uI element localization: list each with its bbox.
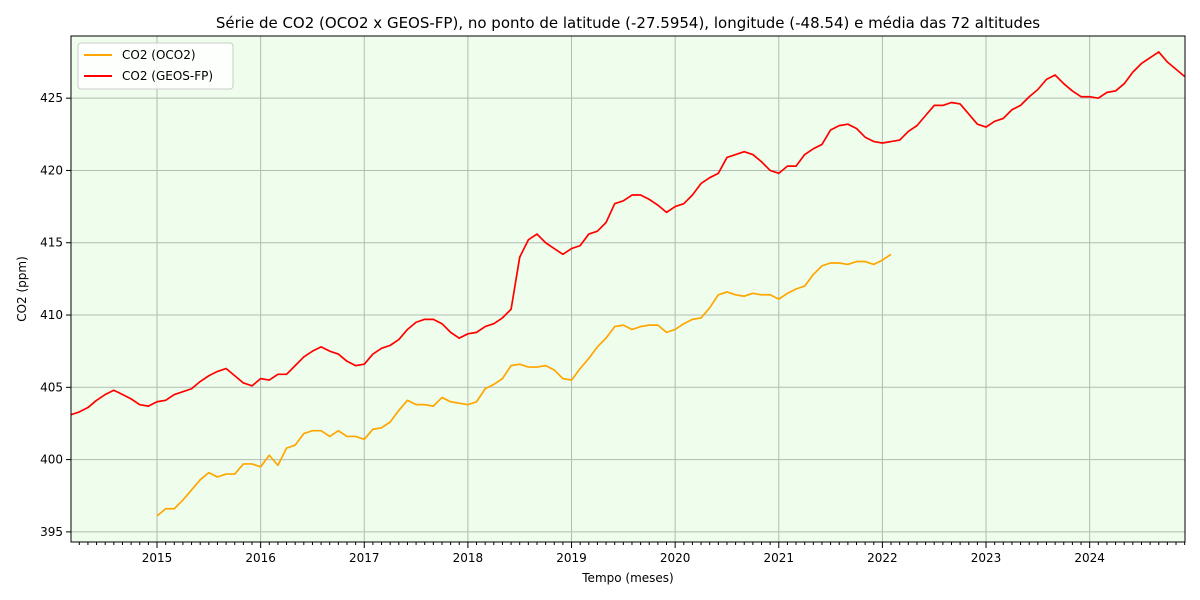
- x-tick-label: 2015: [142, 551, 173, 565]
- x-tick-label: 2020: [660, 551, 691, 565]
- y-tick-label: 415: [40, 236, 63, 250]
- y-axis-label: CO2 (ppm): [15, 256, 29, 322]
- axes: 2015 2016 2017 2018 2019 2020 2021 2022 2023 2024…: [40, 35, 1186, 565]
- x-tick-label: 2023: [971, 551, 1002, 565]
- grid-lines: [71, 36, 1185, 542]
- x-tick-label: 2022: [867, 551, 898, 565]
- x-tick-label: 2018: [453, 551, 484, 565]
- y-tick-label: 425: [40, 91, 63, 105]
- y-tick-label: 400: [40, 453, 63, 467]
- x-tick-label: 2024: [1074, 551, 1105, 565]
- plot-frame: [70, 35, 1186, 543]
- legend: CO2 (OCO2) CO2 (GEOS-FP): [77, 42, 234, 90]
- legend-box: [77, 42, 234, 90]
- x-tick-label: 2019: [556, 551, 587, 565]
- y-tick-label: 405: [40, 380, 63, 394]
- y-tick-label: 395: [40, 525, 63, 539]
- x-tick-label: 2016: [245, 551, 276, 565]
- x-axis-label: Tempo (meses): [581, 571, 673, 585]
- chart-title: Série de CO2 (OCO2 x GEOS-FP), no ponto …: [216, 14, 1040, 32]
- plot-area: [70, 35, 1186, 543]
- series-layer: [70, 51, 1186, 517]
- series-line-oco2: [156, 253, 892, 517]
- y-tick-label: 410: [40, 308, 63, 322]
- x-tick-label: 2017: [349, 551, 380, 565]
- y-tick-label: 420: [40, 163, 63, 177]
- legend-label-oco2: CO2 (OCO2): [122, 48, 196, 62]
- x-tick-label: 2021: [764, 551, 795, 565]
- legend-label-geos-fp: CO2 (GEOS-FP): [122, 69, 213, 83]
- series-line-geos-fp: [70, 51, 1186, 416]
